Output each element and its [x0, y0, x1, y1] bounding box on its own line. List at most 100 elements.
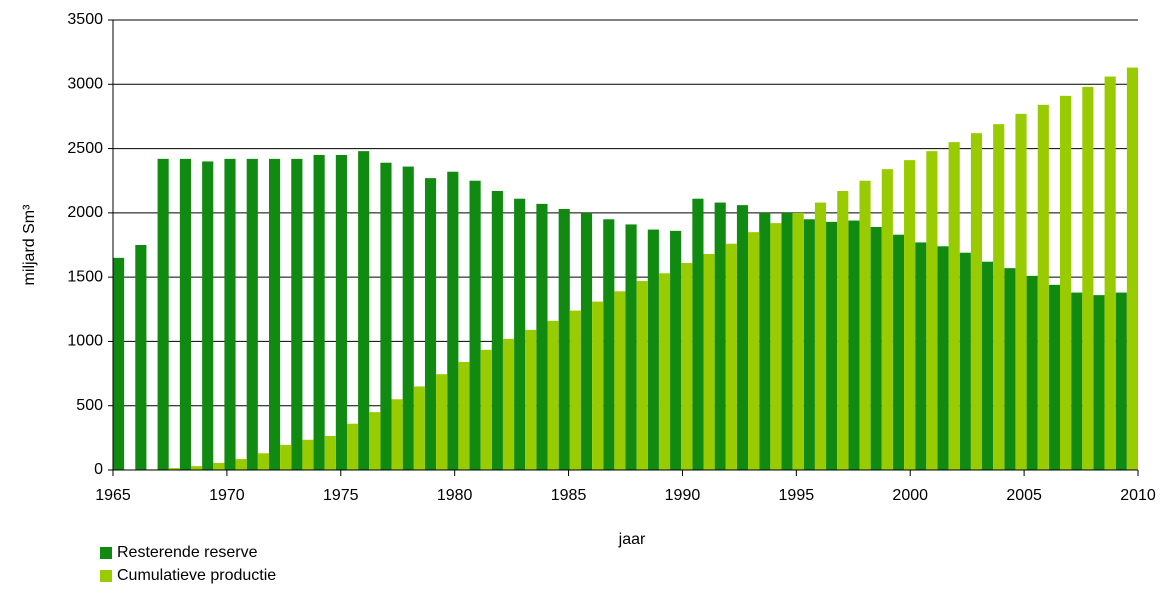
bar	[814, 202, 827, 471]
bar	[246, 158, 258, 470]
bar	[480, 349, 492, 470]
bar	[346, 423, 359, 470]
bar	[1126, 67, 1138, 471]
bar	[714, 202, 726, 471]
bar	[826, 221, 838, 470]
bar	[959, 252, 971, 470]
y-tick-label: 3500	[67, 11, 103, 28]
legend-label: Resterende reserve	[117, 544, 258, 561]
bar	[993, 124, 1005, 471]
bar	[859, 180, 871, 470]
bar	[235, 459, 247, 470]
bar	[369, 412, 381, 470]
bar	[1104, 76, 1116, 471]
bar	[625, 224, 637, 470]
x-tick-label: 1980	[437, 487, 473, 504]
bar	[658, 273, 671, 470]
bar	[447, 171, 459, 470]
bar	[781, 212, 793, 470]
y-tick-label: 500	[76, 397, 103, 414]
bar	[190, 466, 203, 470]
bar	[179, 158, 191, 470]
bar	[202, 161, 214, 470]
bar	[113, 257, 125, 470]
bar	[803, 219, 815, 470]
x-axis-label: jaar	[618, 531, 646, 548]
bar	[291, 158, 303, 470]
bar	[525, 329, 537, 470]
bar	[324, 435, 336, 470]
legend-label: Cumulatieve productie	[117, 567, 276, 584]
bar	[837, 191, 849, 470]
bar	[391, 399, 403, 470]
bar	[937, 246, 949, 470]
bar	[436, 374, 448, 470]
bar	[1071, 292, 1083, 470]
bar	[302, 439, 314, 470]
bar	[280, 444, 292, 470]
x-tick-label: 1975	[323, 487, 359, 504]
bar	[926, 151, 938, 470]
y-axis-label: miljard Sm³	[21, 204, 38, 286]
bar	[970, 133, 983, 470]
bar	[402, 166, 414, 471]
x-tick-label: 1985	[551, 487, 587, 504]
bar	[848, 220, 860, 470]
bar	[1115, 292, 1127, 470]
bar	[257, 453, 269, 470]
bar	[547, 320, 559, 470]
bar	[1004, 268, 1016, 470]
y-tick-label: 2000	[67, 204, 103, 221]
y-tick-label: 1000	[67, 333, 103, 350]
bar	[1082, 86, 1094, 470]
bar	[157, 158, 169, 470]
x-tick-label: 2010	[1120, 487, 1156, 504]
y-tick-label: 0	[94, 461, 103, 478]
bar	[424, 178, 437, 470]
bar	[636, 281, 648, 470]
x-tick-label: 1965	[95, 487, 131, 504]
bar	[358, 151, 370, 470]
bar	[703, 254, 715, 470]
bar	[458, 362, 470, 470]
bar	[948, 142, 960, 470]
y-tick-label: 3000	[67, 76, 103, 93]
bar	[1060, 95, 1072, 470]
x-tick-label: 2000	[892, 487, 928, 504]
bar	[982, 261, 994, 470]
bar	[135, 245, 147, 470]
bar	[1037, 104, 1049, 470]
bar	[313, 155, 325, 470]
x-tick-label: 1970	[209, 487, 245, 504]
legend-swatch	[100, 547, 112, 559]
bar	[592, 301, 604, 470]
y-tick-label: 2500	[67, 140, 103, 157]
bar	[1015, 113, 1027, 470]
legend-swatch	[100, 570, 112, 582]
bar	[268, 158, 281, 470]
bar	[692, 198, 704, 470]
bar	[892, 234, 905, 470]
bar	[558, 209, 570, 470]
bar	[915, 242, 927, 470]
bar	[725, 243, 737, 470]
bar	[792, 212, 804, 470]
bar	[603, 219, 615, 470]
bar	[770, 223, 782, 470]
bar	[870, 227, 882, 470]
bar	[670, 230, 682, 470]
bar	[1093, 295, 1105, 470]
bar	[580, 212, 593, 470]
bar	[502, 338, 515, 470]
bar	[569, 310, 581, 470]
bar	[213, 462, 225, 470]
bar	[1048, 284, 1061, 470]
x-tick-label: 1990	[665, 487, 701, 504]
bar	[736, 205, 749, 470]
bar	[904, 160, 916, 470]
bar	[759, 212, 771, 470]
bar	[469, 180, 481, 470]
y-tick-label: 1500	[67, 268, 103, 285]
bar	[614, 291, 626, 470]
bar	[647, 229, 659, 470]
